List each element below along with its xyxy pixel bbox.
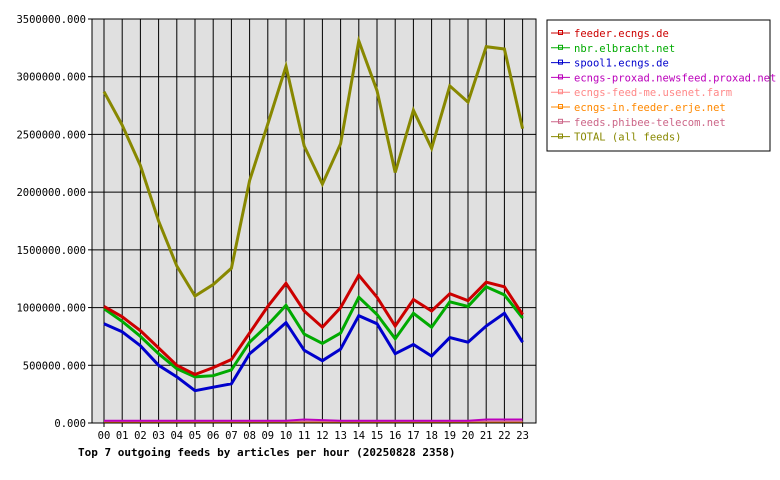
series-lines (102, 35, 525, 423)
y-tick-label: 3500000.000 (16, 14, 86, 26)
legend-marker (558, 133, 563, 139)
x-tick-label: 13 (334, 430, 347, 442)
x-tick-label: 10 (280, 430, 293, 442)
x-tick-label: 15 (371, 430, 384, 442)
x-tick-label: 04 (170, 430, 183, 442)
x-tick-label: 20 (462, 430, 475, 442)
series-line-8 (102, 35, 525, 299)
x-tick-label: 19 (443, 430, 456, 442)
series-line-2 (103, 284, 524, 379)
grid (92, 18, 536, 424)
legend-marker (558, 89, 563, 95)
y-tick-label: 1500000.000 (16, 245, 86, 257)
legend-label: feeder.ecngs.de (574, 28, 669, 40)
y-tick-label: 2500000.000 (16, 129, 86, 141)
x-tick-label: 05 (189, 430, 202, 442)
x-tick-label: 02 (134, 430, 147, 442)
legend-marker (558, 104, 563, 109)
y-tick-label: 1000000.000 (16, 303, 86, 315)
y-axis-ticks: 0.000 500000.000 1000000.000 1500000.000 200… (16, 14, 92, 430)
y-tick-label: 500000.000 (23, 360, 86, 372)
x-tick-label: 08 (243, 430, 256, 442)
x-tick-label: 23 (516, 430, 529, 442)
x-tick-label: 16 (389, 430, 402, 442)
x-tick-label: 01 (116, 430, 129, 442)
legend-label: spool1.ecngs.de (574, 58, 669, 70)
y-tick-label: 3000000.000 (16, 72, 86, 84)
legend-marker (558, 44, 563, 50)
legend-label: ecngs-proxad.newsfeed.proxad.net (574, 72, 776, 84)
x-tick-label: 09 (261, 430, 274, 442)
series-line-3 (103, 311, 524, 393)
x-tick-label: 12 (316, 430, 329, 442)
series-line-1 (103, 272, 524, 377)
legend-label: ecngs-in.feeder.erje.net (574, 102, 726, 114)
y-tick-label: 0.000 (54, 418, 86, 430)
legend-marker (558, 118, 563, 124)
x-tick-label: 14 (352, 430, 365, 442)
chart-title: Top 7 outgoing feeds by articles per hou… (78, 446, 456, 459)
x-tick-label: 03 (152, 430, 165, 442)
legend-label: TOTAL (all feeds) (574, 132, 681, 144)
x-tick-label: 11 (298, 430, 311, 442)
legend-box (546, 19, 771, 152)
x-tick-label: 21 (480, 430, 493, 442)
legend: feeder.ecngs.de nbr.elbracht.net spool1.ec… (551, 28, 776, 144)
x-tick-label: 06 (207, 430, 220, 442)
x-tick-label: 07 (225, 430, 238, 442)
plot-border (91, 18, 537, 424)
legend-marker (558, 30, 563, 35)
x-tick-label: 00 (98, 430, 111, 442)
series-line-4 (104, 418, 523, 422)
x-tick-label: 18 (425, 430, 438, 442)
y-tick-label: 2000000.000 (16, 187, 86, 199)
legend-label: ecngs-feed-me.usenet.farm (574, 87, 732, 99)
legend-label: feeds.phibee-telecom.net (574, 117, 726, 129)
legend-marker (558, 74, 563, 80)
legend-marker (558, 59, 563, 65)
x-tick-label: 22 (498, 430, 511, 442)
x-tick-label: 17 (407, 430, 420, 442)
x-axis-ticks: 00 01 02 03 04 05 06 07 08 09 10 11 12 13 14 15 16 17 18 19… (98, 423, 529, 442)
legend-label: nbr.elbracht.net (574, 43, 675, 55)
